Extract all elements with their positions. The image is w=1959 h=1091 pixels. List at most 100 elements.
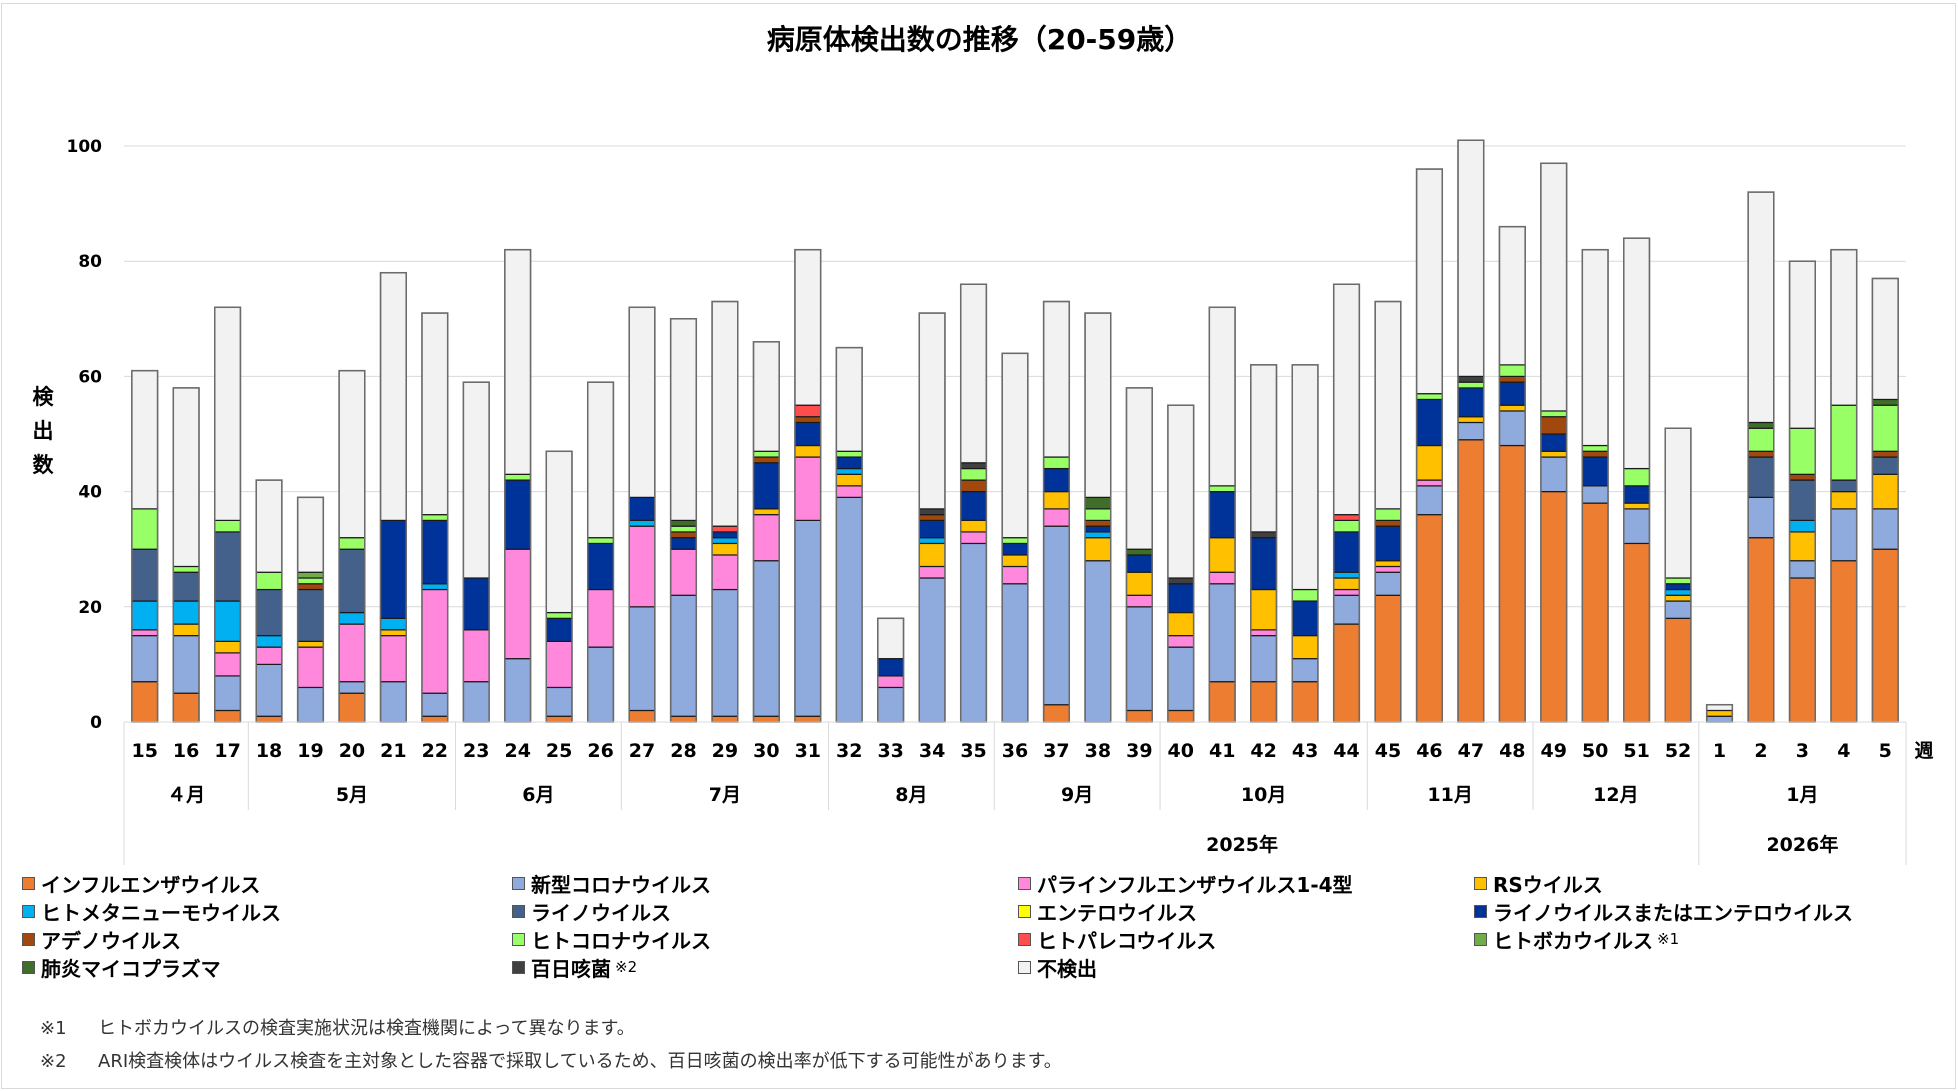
y-axis-label-char: 検 bbox=[32, 385, 54, 409]
x-tick-label: 34 bbox=[919, 740, 945, 762]
x-tick-label: 5 bbox=[1879, 740, 1892, 762]
bar-segment bbox=[1042, 467, 1070, 493]
bar-segment bbox=[1664, 588, 1692, 596]
bar-segment bbox=[1581, 456, 1609, 487]
bar-segment bbox=[1291, 634, 1319, 660]
legend-swatch bbox=[1474, 904, 1487, 918]
bar-segment bbox=[1457, 416, 1485, 424]
bar-segment bbox=[255, 663, 283, 717]
bar-segment bbox=[752, 508, 780, 516]
bar-segment bbox=[960, 531, 988, 545]
bar-segment bbox=[1664, 594, 1692, 602]
bar-segment bbox=[835, 467, 863, 475]
bar-segment bbox=[1374, 525, 1402, 562]
bar-segment bbox=[670, 318, 697, 521]
bar-segment bbox=[1415, 168, 1443, 395]
bar-segment bbox=[1457, 381, 1485, 389]
bar-segment bbox=[131, 629, 159, 637]
bar-segment bbox=[255, 715, 283, 723]
x-tick-label: 31 bbox=[795, 740, 821, 762]
legend-swatch bbox=[1018, 904, 1031, 918]
bar-segment bbox=[1250, 634, 1278, 683]
bar-segment bbox=[1125, 709, 1153, 723]
bar-segment bbox=[297, 646, 324, 689]
bar-segment bbox=[794, 519, 822, 717]
bar-segment bbox=[214, 531, 242, 602]
bar-segment bbox=[1167, 611, 1195, 637]
bar-segment bbox=[877, 617, 905, 660]
bar-segment bbox=[1084, 496, 1112, 510]
bar-segment bbox=[1001, 565, 1029, 585]
bar-segment bbox=[835, 485, 863, 498]
bar-segment bbox=[1167, 583, 1195, 614]
bar-segment bbox=[1042, 704, 1070, 723]
bar-segment bbox=[960, 491, 988, 522]
bar-segment bbox=[504, 658, 532, 723]
bar-segment bbox=[297, 640, 324, 648]
legend-label: ライノウイルスまたはエンテロウイルス bbox=[1493, 900, 1853, 925]
bar-segment bbox=[131, 508, 159, 550]
bar-segment bbox=[131, 370, 159, 510]
bar-segment bbox=[214, 675, 242, 712]
bar-segment bbox=[587, 537, 615, 545]
bar-segment bbox=[255, 588, 283, 637]
bar-segment bbox=[1374, 571, 1402, 596]
bar-segment bbox=[297, 496, 324, 573]
year-label: 2025年 bbox=[1206, 833, 1278, 856]
bar-segment bbox=[752, 560, 780, 717]
bar-segment bbox=[1581, 249, 1609, 447]
bar-segment bbox=[462, 681, 490, 723]
bar-segment bbox=[711, 537, 739, 545]
bar-segment bbox=[1498, 444, 1526, 723]
bar-segment bbox=[1333, 577, 1360, 591]
bar-segment bbox=[1706, 709, 1733, 717]
bar-segment bbox=[918, 514, 946, 522]
bar-segment bbox=[1623, 542, 1651, 723]
bar-segment bbox=[1042, 525, 1070, 706]
x-tick-label: 18 bbox=[256, 740, 282, 762]
legend-label: 新型コロナウイルス bbox=[531, 872, 711, 897]
y-axis-label-char: 数 bbox=[32, 453, 54, 477]
bar-segment bbox=[1125, 571, 1153, 596]
bar-segment bbox=[1664, 577, 1692, 585]
x-tick-label: 41 bbox=[1209, 740, 1235, 762]
legend-item: ヒトパレコウイルス bbox=[1018, 926, 1216, 953]
x-tick-label: 29 bbox=[712, 740, 738, 762]
bar-segment bbox=[1623, 467, 1651, 487]
bar-segment bbox=[1374, 508, 1402, 522]
bar-segment bbox=[670, 531, 697, 539]
bar-segment bbox=[421, 583, 449, 591]
bar-segment bbox=[338, 548, 366, 614]
bar-segment bbox=[1788, 473, 1816, 481]
bar-segment bbox=[711, 542, 739, 556]
bar-segment bbox=[214, 306, 242, 521]
bar-segment bbox=[1291, 658, 1319, 683]
bar-segment bbox=[462, 577, 490, 631]
bar-segment bbox=[504, 548, 532, 660]
bar-segment bbox=[1457, 439, 1485, 723]
bar-segment bbox=[1415, 398, 1443, 447]
bar-segment bbox=[1747, 427, 1775, 452]
bar-segment bbox=[1871, 277, 1899, 401]
bar-segment bbox=[1498, 404, 1526, 412]
bar-segment bbox=[918, 577, 946, 723]
bar-segment bbox=[1747, 496, 1775, 539]
bar-segment bbox=[214, 709, 242, 723]
bar-segment bbox=[338, 692, 366, 723]
bar-segment bbox=[1208, 491, 1236, 539]
bar-segment bbox=[462, 381, 490, 579]
legend-item: エンテロウイルス bbox=[1018, 898, 1197, 925]
bar-segment bbox=[504, 479, 532, 550]
bar-segment bbox=[918, 508, 946, 516]
legend-label: 百日咳菌 bbox=[531, 956, 611, 981]
bar-segment bbox=[628, 709, 656, 723]
bar-segment bbox=[960, 542, 988, 723]
bar-segment bbox=[835, 496, 863, 723]
bar-segment bbox=[1498, 226, 1526, 366]
bar-segment bbox=[1250, 681, 1278, 723]
footnote-2: ※2 ARI検査検体はウイルス検査を主対象とした容器で採取しているため、百日咳菌の… bbox=[40, 1045, 1062, 1078]
bar-segment bbox=[1167, 709, 1195, 723]
bar-segment bbox=[1125, 387, 1153, 550]
bar-segment bbox=[628, 496, 656, 521]
